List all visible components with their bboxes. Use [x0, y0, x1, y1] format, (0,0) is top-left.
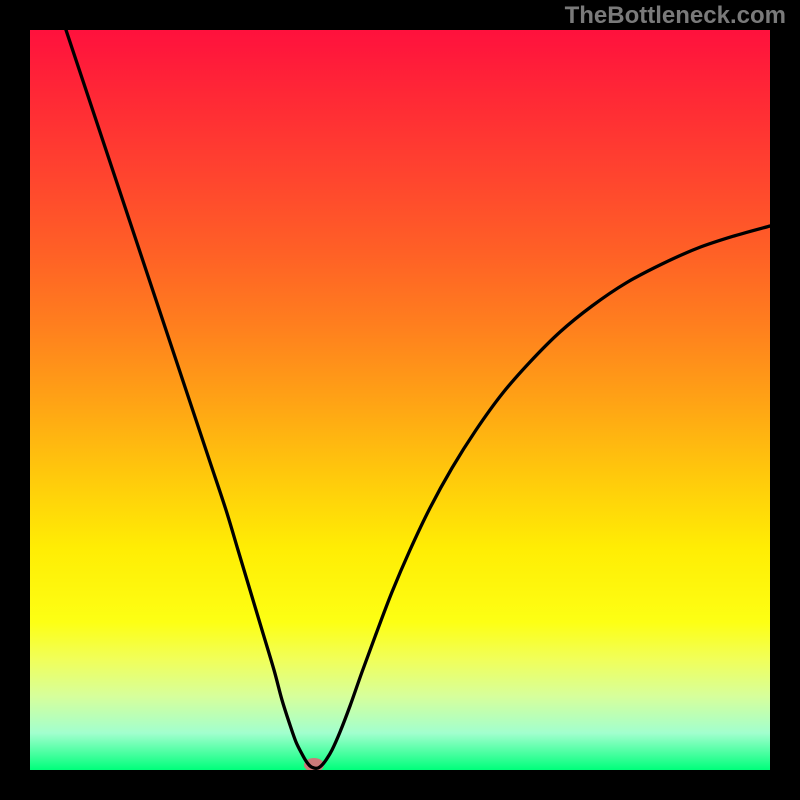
bottleneck-curve	[66, 30, 770, 768]
chart-container: TheBottleneck.com	[0, 0, 800, 800]
bottleneck-curve-layer	[30, 30, 770, 770]
watermark-text: TheBottleneck.com	[565, 2, 786, 30]
plot-area	[30, 30, 770, 770]
